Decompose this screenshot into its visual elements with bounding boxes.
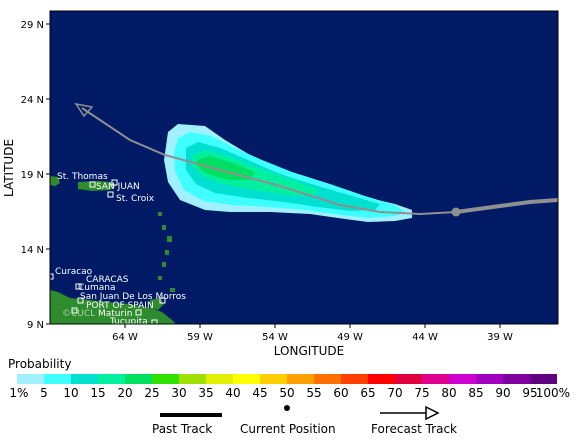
lesser-antilles-1 (158, 212, 162, 216)
current-position-dot (451, 207, 461, 217)
colorbar-swatch (233, 374, 260, 384)
y-axis-title: LATITUDE (2, 139, 16, 197)
colorbar-label: 70 (387, 386, 403, 400)
x-tick-label: 64 W (112, 332, 138, 343)
map-frame (49, 10, 559, 325)
forecast-track-key-arrow (380, 406, 440, 420)
colorbar-label: 95 (522, 386, 538, 400)
probability-scale-labels: 1% 5 10 15 20 25 30 35 40 45 50 55 60 65 70 75 80 85 90 95 1… (0, 386, 580, 402)
colorbar-label: 55 (306, 386, 322, 400)
forecast-track-key-label: Forecast Track (371, 422, 457, 436)
current-position-key-label: Current Position (240, 422, 336, 436)
forecast-track-line (81, 107, 457, 216)
colorbar-label: 20 (117, 386, 133, 400)
colorbar-swatch (341, 374, 368, 384)
place-labels: St. Thomas SAN JUAN St. Croix Curacao CA… (55, 172, 186, 327)
colorbar-swatch (152, 374, 179, 384)
colorbar-label: 35 (198, 386, 214, 400)
map: St. Thomas SAN JUAN St. Croix Curacao CA… (2, 10, 559, 358)
land (50, 176, 176, 324)
colorbar-label: 5 (40, 386, 48, 400)
past-track-key-label: Past Track (152, 422, 213, 436)
colorbar-label: 100% (535, 386, 571, 400)
legend-title: Probability (8, 357, 72, 371)
colorbar-label: 50 (279, 386, 295, 400)
colorbar-swatch (98, 374, 125, 384)
colorbar-label: 30 (171, 386, 187, 400)
colorbar-label: 1% (9, 386, 29, 400)
lesser-antilles-3 (167, 236, 172, 242)
colorbar-label: 60 (333, 386, 349, 400)
colorbar-swatch (395, 374, 422, 384)
place-label-caracas: CARACAS (86, 275, 129, 285)
place-label-san-juan-de-los-morros: San Juan De Los Morros (80, 292, 186, 302)
y-tick-label: 14 N (21, 245, 44, 256)
hispaniola-edge (50, 176, 60, 186)
past-track-key-line (160, 413, 222, 417)
x-tick-label: 49 W (337, 332, 363, 343)
colorbar-swatch (314, 374, 341, 384)
place-label-cumana: Cumana (78, 283, 116, 293)
colorbar-swatch (44, 374, 71, 384)
lesser-antilles-4 (165, 250, 169, 255)
forecast-arrow-head (74, 102, 94, 118)
y-tick-label: 19 N (21, 170, 44, 181)
colorbar-swatch (503, 374, 530, 384)
colorbar-swatch (71, 374, 98, 384)
place-label-st-thomas: St. Thomas (57, 172, 108, 182)
y-tick-label: 29 N (21, 20, 44, 31)
x-axis (124, 324, 501, 328)
place-label-san-juan: SAN JUAN (96, 182, 140, 192)
x-tick-label: 44 W (412, 332, 438, 343)
colorbar-swatch (260, 374, 287, 384)
colorbar-swatch (287, 374, 314, 384)
map-credit: ©CUCL (62, 309, 95, 319)
tobago (170, 288, 175, 292)
colorbar-swatch (422, 374, 449, 384)
place-markers (47, 179, 166, 325)
storm-track (74, 102, 559, 217)
x-tick-label: 59 W (187, 332, 213, 343)
colorbar-swatch (530, 374, 557, 384)
colorbar-swatch (17, 374, 44, 384)
colorbar-swatch (179, 374, 206, 384)
probability-colorbar (17, 374, 557, 384)
colorbar-swatch (125, 374, 152, 384)
colorbar-label: 40 (225, 386, 241, 400)
colorbar-label: 75 (414, 386, 430, 400)
swath-20pct (197, 156, 255, 180)
south-america (50, 290, 176, 324)
place-label-curacao: Curacao (55, 267, 93, 277)
colorbar-swatch (449, 374, 476, 384)
ocean (50, 11, 558, 324)
x-axis-title: LONGITUDE (274, 344, 344, 358)
lesser-antilles-2 (162, 225, 166, 230)
place-label-st-croix: St. Croix (116, 194, 155, 204)
colorbar-label: 45 (252, 386, 268, 400)
colorbar-label: 25 (144, 386, 160, 400)
colorbar-swatch (206, 374, 233, 384)
x-tick-label: 39 W (487, 332, 513, 343)
y-axis (46, 23, 50, 325)
colorbar-swatch (476, 374, 503, 384)
lesser-antilles-5 (162, 262, 166, 267)
colorbar-label: 90 (495, 386, 511, 400)
x-tick-label: 54 W (262, 332, 288, 343)
colorbar-label: 10 (63, 386, 79, 400)
place-label-maturin: Maturin (98, 309, 132, 319)
colorbar-label: 85 (468, 386, 484, 400)
place-label-port-of-spain: PORT OF SPAIN (86, 301, 154, 311)
past-track-line (455, 198, 559, 214)
y-tick-label: 9 N (27, 320, 44, 331)
current-position-key-dot (284, 405, 290, 411)
place-label-tucupita: Tucupita (109, 317, 148, 327)
colorbar-label: 15 (90, 386, 106, 400)
colorbar-label: 80 (441, 386, 457, 400)
lesser-antilles-6 (158, 276, 162, 280)
colorbar-swatch (368, 374, 395, 384)
y-tick-label: 24 N (21, 95, 44, 106)
probability-swath (164, 124, 412, 222)
puerto-rico (78, 181, 116, 191)
colorbar-label: 65 (360, 386, 376, 400)
